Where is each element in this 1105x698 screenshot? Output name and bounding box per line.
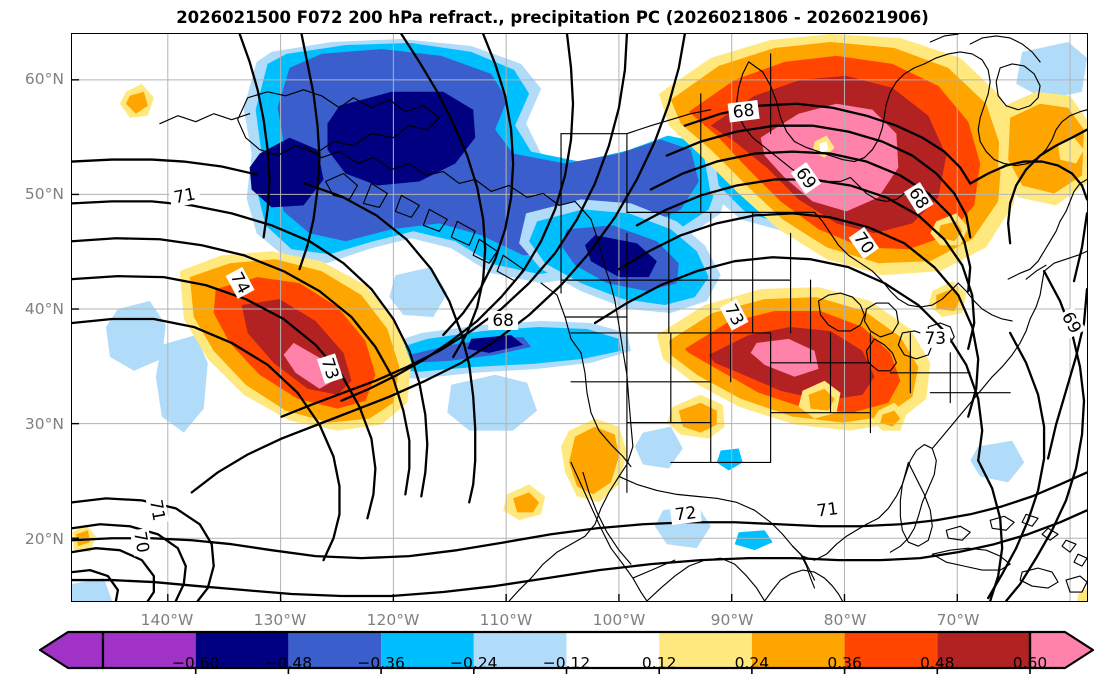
shaded-anomaly-field	[72, 34, 1087, 601]
colorbar-tick-3: −0.24	[450, 654, 498, 672]
colorbar-tick-4: −0.12	[542, 654, 591, 672]
x-tick-label-100w: 100°W	[592, 611, 646, 629]
colorbar-swatches	[38, 630, 1095, 674]
axis-ticks	[72, 79, 958, 601]
colorbar-tick-2: −0.36	[357, 654, 405, 672]
refractivity-contours	[72, 34, 1087, 601]
page-title: 2026021500 F072 200 hPa refract., precip…	[176, 8, 929, 27]
y-tick-label-50n: 50°N	[24, 185, 64, 203]
x-tick-label-80w: 80°W	[823, 611, 867, 629]
x-tick-label-70w: 70°W	[936, 611, 980, 629]
colorbar-tick-8: 0.48	[920, 654, 955, 672]
svg-text:71: 71	[172, 184, 197, 208]
svg-text:70: 70	[130, 530, 153, 555]
x-tick-label-120w: 120°W	[366, 611, 420, 629]
y-tick-label-30n: 30°N	[24, 415, 64, 433]
y-tick-label-20n: 20°N	[24, 530, 64, 548]
map-plot-area[interactable]: 71 74 73 68 69 70 68 69 73 73 68 72 71 7…	[71, 33, 1088, 602]
svg-text:68: 68	[732, 99, 756, 121]
y-tick-label-60n: 60°N	[24, 70, 64, 88]
svg-text:72: 72	[674, 502, 698, 524]
colorbar-tick-9: 0.60	[1012, 654, 1048, 672]
colorbar[interactable]: −0.60 −0.48 −0.36 −0.24 −0.12 0.12 0.24 …	[0, 630, 1105, 698]
x-tick-label-90w: 90°W	[710, 611, 754, 629]
x-tick-label-110w: 110°W	[479, 611, 533, 629]
x-tick-label-130w: 130°W	[253, 611, 307, 629]
colorbar-tick-7: 0.36	[827, 654, 862, 672]
x-tick-label-140w: 140°W	[140, 611, 194, 629]
map-canvas: 71 74 73 68 69 70 68 69 73 73 68 72 71 7…	[72, 34, 1087, 601]
y-tick-label-40n: 40°N	[24, 300, 64, 318]
colorbar-tick-5: 0.12	[641, 654, 677, 672]
svg-text:71: 71	[815, 498, 839, 520]
svg-text:68: 68	[492, 310, 514, 330]
colorbar-tick-1: −0.48	[264, 654, 313, 672]
colorbar-tick-6: 0.24	[734, 654, 770, 672]
svg-text:73: 73	[925, 328, 947, 348]
svg-text:71: 71	[146, 498, 169, 523]
colorbar-tick-0: −0.60	[171, 654, 220, 672]
